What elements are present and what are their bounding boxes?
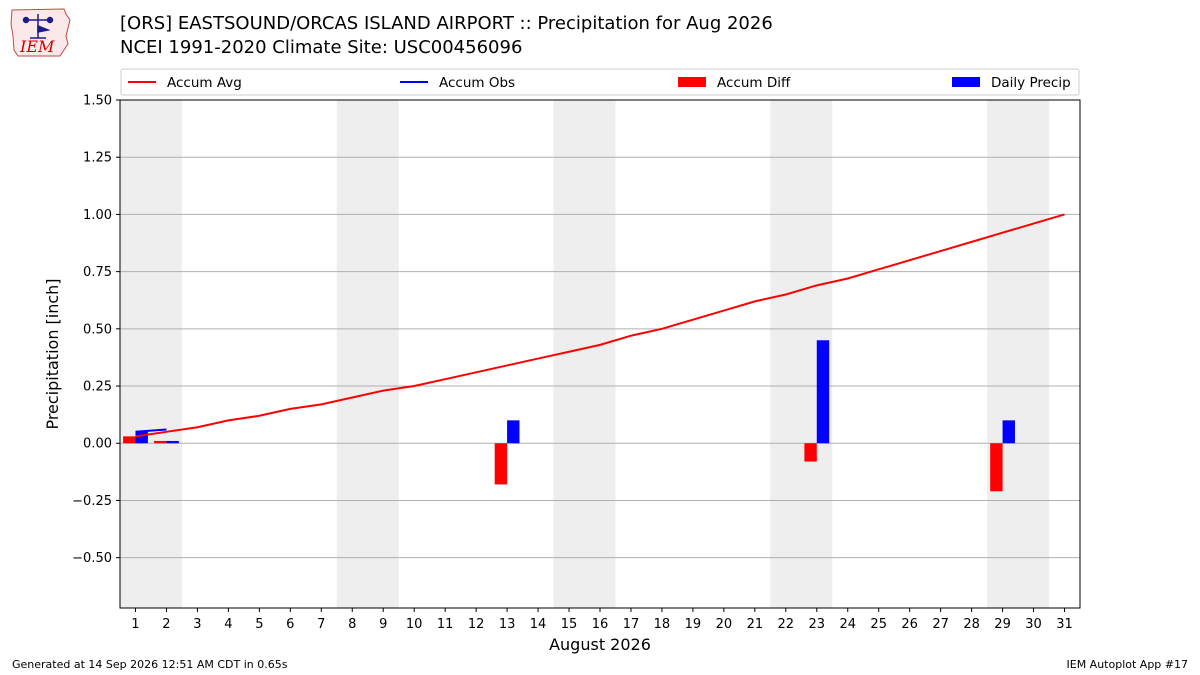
x-tick-label: 27 <box>932 617 949 632</box>
y-tick-label: 1.25 <box>83 151 112 166</box>
legend-accum-diff-label: Accum Diff <box>717 75 791 91</box>
daily-precip-bar <box>166 440 179 444</box>
y-tick-label: 0.00 <box>83 437 112 452</box>
legend-accum-obs-label: Accum Obs <box>439 75 515 91</box>
legend-accum-obs: Accum Obs <box>400 75 515 91</box>
x-tick-label: 2 <box>162 617 170 632</box>
x-tick-label: 1 <box>131 617 139 632</box>
weather-instrument-icon <box>22 14 54 39</box>
x-tick-label: 23 <box>809 617 826 632</box>
x-tick-label: 5 <box>255 617 263 632</box>
legend-accum-diff-swatch <box>678 77 706 87</box>
x-tick-label: 30 <box>1025 617 1042 632</box>
x-tick-label: 28 <box>963 617 980 632</box>
y-tick-label: 0.50 <box>83 322 112 337</box>
generated-timestamp: Generated at 14 Sep 2026 12:51 AM CDT in… <box>12 658 288 671</box>
x-tick-label: 16 <box>592 617 609 632</box>
x-tick-label: 19 <box>685 617 702 632</box>
y-tick-label: −0.50 <box>72 551 112 566</box>
y-tick-label: −0.25 <box>72 494 112 509</box>
daily-precip-bar <box>816 340 830 444</box>
legend-daily-precip-label: Daily Precip <box>991 75 1071 91</box>
accum-avg-line <box>135 213 1065 438</box>
daily-precip-bar <box>135 431 148 444</box>
x-tick-label: 4 <box>224 617 232 632</box>
x-tick-label: 31 <box>1056 617 1073 632</box>
accum-diff-bar <box>804 443 817 462</box>
legend-accum-avg-label: Accum Avg <box>167 75 242 91</box>
weekend-band-1 <box>120 100 182 608</box>
legend-daily-precip: Daily Precip <box>952 75 1071 91</box>
legend: Accum Avg Accum Obs Accum Diff Daily Precip <box>120 68 1080 96</box>
x-tick-label: 22 <box>778 617 795 632</box>
iem-logo: IEM <box>10 8 71 57</box>
weekend-band-5 <box>987 100 1050 608</box>
daily-precip-bar <box>507 420 520 444</box>
accum-diff-bar <box>990 443 1003 492</box>
x-axis-label: August 2026 <box>549 635 651 654</box>
x-tick-label: 20 <box>716 617 733 632</box>
legend-accum-diff: Accum Diff <box>678 75 791 91</box>
x-tick-label: 18 <box>654 617 671 632</box>
chart-subtitle: NCEI 1991-2020 Climate Site: USC00456096 <box>120 37 523 58</box>
x-tick-label: 24 <box>839 617 856 632</box>
x-tick-label: 29 <box>994 617 1011 632</box>
legend-frame <box>120 68 1080 96</box>
x-tick-label: 10 <box>406 617 423 632</box>
x-axis-ticks: 1 2 3 4 5 6 7 8 9 10 11 12 13 14 15 16 17 18 19 20 21 22 23 24 2… <box>131 608 1073 632</box>
y-tick-label: 0.25 <box>83 380 112 395</box>
y-tick-label: 0.75 <box>83 265 112 280</box>
x-tick-label: 7 <box>317 617 325 632</box>
x-tick-label: 14 <box>530 617 547 632</box>
weekend-band-2 <box>336 100 399 608</box>
x-tick-label: 11 <box>437 617 454 632</box>
chart-title: [ORS] EASTSOUND/ORCAS ISLAND AIRPORT :: … <box>120 13 773 34</box>
weekend-bands <box>120 100 1050 608</box>
accum-diff-bar <box>494 443 508 485</box>
x-tick-label: 17 <box>623 617 640 632</box>
x-tick-label: 12 <box>468 617 485 632</box>
x-tick-label: 9 <box>379 617 387 632</box>
bars <box>123 340 1015 492</box>
series-lines <box>135 213 1065 438</box>
accum-diff-bar <box>123 436 136 444</box>
accum-obs-line <box>135 428 167 433</box>
y-axis-ticks: 1.50 1.25 1.00 0.75 0.50 0.25 0.00 −0.25 −0.50 <box>72 94 120 566</box>
weekend-band-3 <box>553 100 616 608</box>
x-tick-label: 6 <box>286 617 294 632</box>
app-credit: IEM Autoplot App #17 <box>1066 658 1189 671</box>
y-tick-label: 1.50 <box>83 94 112 109</box>
daily-precip-bar <box>1002 420 1015 444</box>
y-tick-label: 1.00 <box>83 208 112 223</box>
x-tick-label: 26 <box>901 617 918 632</box>
y-axis-label: Precipitation [inch] <box>43 278 62 429</box>
legend-accum-avg: Accum Avg <box>128 75 242 91</box>
legend-daily-precip-swatch <box>952 77 980 87</box>
gridlines <box>120 99 1080 559</box>
x-tick-label: 25 <box>870 617 887 632</box>
x-tick-label: 3 <box>193 617 201 632</box>
accum-diff-bar <box>154 440 167 444</box>
x-tick-label: 15 <box>561 617 578 632</box>
x-tick-label: 13 <box>499 617 516 632</box>
logo-text: IEM <box>19 37 55 56</box>
x-tick-label: 8 <box>348 617 356 632</box>
x-tick-label: 21 <box>747 617 764 632</box>
